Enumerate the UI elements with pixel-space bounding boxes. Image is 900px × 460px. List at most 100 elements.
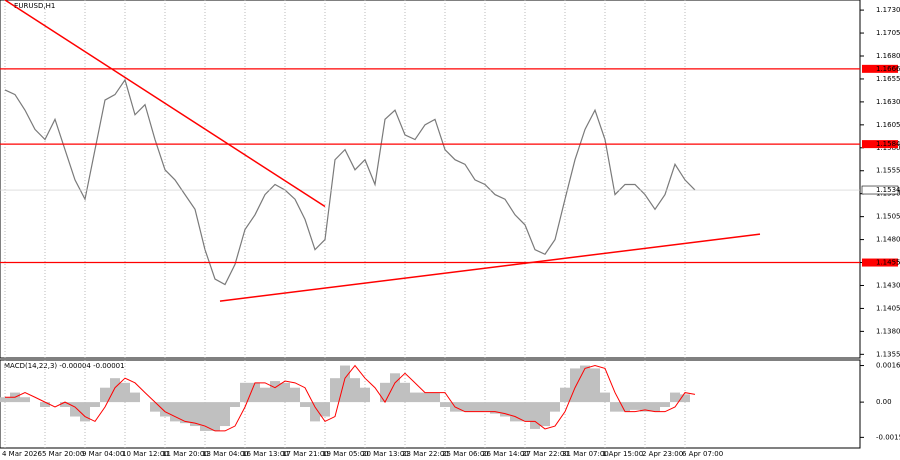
- histogram-bar: [330, 378, 340, 403]
- y-tick-label: 1.1430: [876, 281, 900, 289]
- histogram-bar: [410, 392, 420, 403]
- histogram-bar: [500, 402, 510, 417]
- histogram-bar: [90, 402, 100, 407]
- x-tick-label: 13 Mar 04:00: [202, 450, 249, 458]
- histogram-bar: [560, 387, 570, 403]
- histogram-bar: [470, 402, 480, 412]
- histogram-bar: [640, 402, 650, 412]
- histogram-bar: [180, 402, 190, 424]
- x-tick-label: 27 Mar 22:00: [522, 450, 569, 458]
- histogram-bar: [350, 378, 360, 403]
- histogram-bar: [120, 382, 130, 403]
- histogram-bar: [380, 382, 390, 403]
- y-tick-label: 0.00165: [876, 362, 900, 370]
- level-box: [862, 64, 898, 73]
- y-tick-label: 1.1505: [876, 213, 900, 221]
- x-tick-label: 31 Mar 07:00: [562, 450, 609, 458]
- x-tick-label: 5 Mar 20:00: [42, 450, 84, 458]
- histogram-bar: [620, 402, 630, 412]
- y-tick-label: 1.1480: [876, 236, 900, 244]
- level-label: 1.1666: [876, 65, 900, 73]
- histogram-bar: [240, 382, 250, 403]
- histogram-bar: [570, 368, 580, 403]
- x-tick-label: 6 Apr 07:00: [682, 450, 723, 458]
- histogram-bar: [70, 402, 80, 417]
- histogram-bar: [420, 392, 430, 403]
- x-tick-label: 9 Mar 04:00: [82, 450, 124, 458]
- histogram-bar: [630, 402, 640, 410]
- histogram-bar: [60, 402, 70, 407]
- histogram-bar: [250, 382, 260, 403]
- y-tick-label: 1.1730: [876, 6, 900, 14]
- histogram-bar: [430, 392, 440, 403]
- histogram-bar: [190, 402, 200, 427]
- histogram-bar: [110, 378, 120, 403]
- histogram-bar: [360, 387, 370, 403]
- histogram-bar: [170, 402, 180, 422]
- histogram-bar: [270, 381, 280, 403]
- macd-panel: [0, 359, 861, 449]
- histogram-bar: [460, 402, 470, 412]
- indicator-title: MACD(14,22,3) -0.00004 -0.00001: [4, 362, 125, 370]
- signal-line: [5, 364, 696, 432]
- histogram-bar: [0, 397, 10, 403]
- x-tick-label: 25 Mar 06:00: [442, 450, 489, 458]
- y-tick-label: 1.1605: [876, 121, 900, 129]
- histogram-bar: [130, 392, 140, 403]
- histogram-bar: [520, 402, 530, 422]
- histogram-bar: [610, 402, 620, 412]
- y-tick-label: 1.1655: [876, 75, 900, 83]
- histogram-bar: [510, 402, 520, 422]
- histogram-bar: [210, 402, 220, 431]
- histogram-bar: [480, 402, 490, 412]
- histogram-bar: [530, 402, 540, 429]
- histogram-bar: [590, 368, 600, 403]
- y-tick-label: 1.1355: [876, 350, 900, 358]
- histogram-bar: [680, 394, 690, 403]
- x-tick-label: 17 Mar 21:00: [282, 450, 329, 458]
- x-tick-label: 23 Mar 22:00: [402, 450, 449, 458]
- histogram-bar: [670, 392, 680, 403]
- x-tick-label: 4 Mar 2026: [2, 450, 42, 458]
- histogram-bar: [230, 402, 240, 407]
- x-tick-label: 1 Apr 15:00: [602, 450, 643, 458]
- histogram-bar: [260, 387, 270, 403]
- histogram-bar: [490, 402, 500, 414]
- y-tick-label: 1.1680: [876, 52, 900, 60]
- level-box: [862, 258, 898, 267]
- histogram-bar: [550, 402, 560, 412]
- histogram-bar: [390, 373, 400, 403]
- histogram-bar: [400, 382, 410, 403]
- histogram-bar: [650, 402, 660, 412]
- last-price-label: 1.1534: [876, 186, 900, 194]
- trend-line: [219, 233, 761, 302]
- histogram-bar: [320, 402, 330, 417]
- x-tick-label: 10 Mar 12:00: [122, 450, 169, 458]
- histogram-bar: [100, 387, 110, 403]
- histogram-bar: [220, 402, 230, 427]
- y-tick-label: -0.00159: [876, 433, 900, 441]
- histogram-bar: [540, 402, 550, 427]
- y-tick-label: 1.1380: [876, 327, 900, 335]
- histogram-bar: [20, 397, 30, 403]
- price-panel: [0, 0, 861, 359]
- x-tick-label: 16 Mar 13:00: [242, 450, 289, 458]
- y-tick-label: 0.00: [876, 398, 892, 406]
- histogram-bar: [200, 402, 210, 431]
- level-label: 1.1455: [876, 259, 900, 267]
- histogram-bar: [280, 382, 290, 403]
- histogram-bar: [310, 402, 320, 422]
- histogram-bar: [340, 365, 350, 403]
- x-tick-label: 26 Mar 14:00: [482, 450, 529, 458]
- level-label: 1.1584: [876, 140, 900, 148]
- x-tick-label: 19 Mar 05:00: [322, 450, 369, 458]
- chart-title: EURUSD,H1: [14, 2, 55, 10]
- x-tick-label: 11 Mar 20:00: [162, 450, 209, 458]
- trend-line: [4, 0, 326, 208]
- histogram-bar: [150, 402, 160, 412]
- last-price-box: [861, 185, 899, 195]
- histogram-bar: [580, 365, 590, 403]
- histogram-bar: [40, 402, 50, 407]
- y-tick-label: 1.1555: [876, 167, 900, 175]
- histogram-bar: [160, 402, 170, 417]
